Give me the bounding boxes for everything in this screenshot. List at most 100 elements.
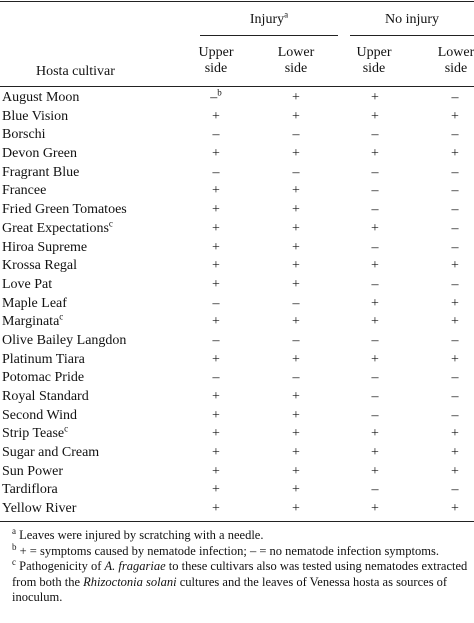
- injury-lower-cell: +: [292, 183, 300, 199]
- table-row: Fragrant Blue – – – –: [0, 164, 474, 183]
- injury-lower-cell: +: [292, 258, 300, 274]
- injury-upper-cell: +: [212, 258, 220, 274]
- cultivar-name: Sun Power: [2, 463, 64, 479]
- cultivar-name: Krossa Regal: [2, 258, 78, 274]
- injury-group-header: Injurya: [249, 9, 289, 27]
- injury-lower-cell: +: [292, 108, 300, 124]
- no-injury-lower-cell: –: [451, 389, 459, 404]
- injury-upper-cell: +: [212, 220, 220, 236]
- cultivar-name: Fried Green Tomatoes: [2, 202, 127, 218]
- injury-upper-cell: +: [212, 202, 220, 218]
- no-injury-upper-side-header: Upper side: [356, 45, 392, 76]
- table-row: Borschi – – – –: [0, 126, 474, 145]
- cultivar-name: Sugar and Cream: [2, 445, 100, 461]
- cultivar-name: Tardiflora: [2, 482, 58, 498]
- table-row: Hiroa Supreme + + – –: [0, 239, 474, 258]
- injury-lower-cell: +: [292, 389, 300, 404]
- no-injury-lower-cell: –: [451, 164, 459, 180]
- table-row: Francee + + – –: [0, 182, 474, 201]
- cultivar-name: Marginatac: [2, 311, 64, 330]
- cultivar-name: August Moon: [2, 90, 80, 105]
- no-injury-lower-cell: –: [451, 370, 459, 386]
- no-injury-lower-cell: +: [451, 258, 459, 274]
- injury-lower-cell: +: [292, 463, 300, 479]
- table-row: Yellow River + + + +: [0, 500, 474, 519]
- footnote-b: b + = symptoms caused by nematode infect…: [12, 541, 439, 558]
- injury-upper-cell: –b: [210, 87, 222, 105]
- no-injury-upper-cell: –: [371, 127, 379, 143]
- no-injury-upper-cell: +: [371, 295, 379, 311]
- injury-upper-cell: +: [212, 426, 220, 442]
- table-row: Olive Bailey Langdon – – – –: [0, 332, 474, 351]
- no-injury-upper-cell: –: [371, 164, 379, 180]
- no-injury-lower-cell: –: [451, 90, 459, 105]
- table-row: Strip Teasec + + + +: [0, 423, 474, 444]
- no-injury-lower-cell: +: [451, 501, 459, 517]
- cultivar-name: Maple Leaf: [2, 295, 67, 311]
- no-injury-upper-cell: –: [371, 482, 379, 498]
- injury-upper-cell: +: [212, 183, 220, 199]
- injury-upper-cell: +: [212, 463, 220, 479]
- cultivar-name: Platinum Tiara: [2, 351, 85, 367]
- injury-lower-cell: +: [292, 276, 300, 292]
- no-injury-lower-cell: +: [451, 314, 459, 330]
- table-row: Platinum Tiara + + + +: [0, 351, 474, 370]
- cultivar-name: Strip Teasec: [2, 423, 69, 442]
- no-injury-lower-cell: +: [451, 426, 459, 442]
- no-injury-upper-cell: +: [371, 108, 379, 124]
- no-injury-upper-cell: +: [371, 463, 379, 479]
- no-injury-upper-cell: +: [371, 314, 379, 330]
- injury-upper-cell: +: [212, 501, 220, 517]
- cultivar-name: Yellow River: [2, 501, 77, 517]
- injury-lower-cell: +: [292, 407, 300, 423]
- no-injury-lower-cell: +: [451, 108, 459, 124]
- cultivar-name: Great Expectationsc: [2, 218, 113, 236]
- no-injury-lower-cell: +: [451, 463, 459, 479]
- cultivar-name: Olive Bailey Langdon: [2, 332, 127, 348]
- injury-lower-cell: –: [292, 370, 300, 386]
- no-injury-group-rule: [350, 35, 474, 36]
- cultivar-column-header: Hosta cultivar: [36, 64, 115, 79]
- cultivar-name: Potomac Pride: [2, 370, 85, 386]
- injury-lower-cell: +: [292, 482, 300, 498]
- no-injury-lower-cell: –: [451, 220, 459, 236]
- no-injury-lower-cell: +: [451, 146, 459, 162]
- injury-upper-cell: +: [212, 389, 220, 404]
- no-injury-lower-cell: +: [451, 351, 459, 367]
- injury-upper-cell: –: [212, 164, 220, 180]
- no-injury-lower-cell: –: [451, 276, 459, 292]
- no-injury-upper-cell: –: [371, 202, 379, 218]
- no-injury-upper-cell: +: [371, 90, 379, 105]
- table-row: Marginatac + + + +: [0, 311, 474, 332]
- injury-lower-cell: –: [292, 295, 300, 311]
- table-row: Fried Green Tomatoes + + – –: [0, 201, 474, 220]
- table-row: Great Expectationsc + + + –: [0, 218, 474, 239]
- injury-upper-cell: +: [212, 239, 220, 255]
- injury-upper-cell: –: [212, 127, 220, 143]
- cultivar-name: Hiroa Supreme: [2, 239, 88, 255]
- no-injury-upper-cell: +: [371, 426, 379, 442]
- injury-upper-cell: +: [212, 351, 220, 367]
- no-injury-upper-cell: +: [371, 258, 379, 274]
- table-body: August Moon –b + + – Blue Vision + + + + Borschi – –…: [0, 87, 474, 519]
- no-injury-upper-cell: +: [371, 351, 379, 367]
- no-injury-lower-cell: –: [451, 127, 459, 143]
- no-injury-upper-cell: –: [371, 239, 379, 255]
- injury-upper-cell: +: [212, 314, 220, 330]
- table-bottom-rule: [0, 521, 474, 522]
- no-injury-upper-cell: –: [371, 370, 379, 386]
- table-row: Love Pat + + – –: [0, 276, 474, 295]
- cultivar-name: Blue Vision: [2, 108, 69, 124]
- injury-lower-cell: –: [292, 332, 300, 348]
- injury-upper-cell: +: [212, 146, 220, 162]
- cultivar-name: Fragrant Blue: [2, 164, 80, 180]
- injury-lower-cell: –: [292, 127, 300, 143]
- injury-upper-cell: +: [212, 108, 220, 124]
- injury-upper-side-header: Upper side: [198, 45, 234, 76]
- cultivar-name: Francee: [2, 183, 47, 199]
- no-injury-upper-cell: +: [371, 220, 379, 236]
- injury-upper-cell: –: [212, 332, 220, 348]
- no-injury-lower-cell: +: [451, 445, 459, 461]
- injury-lower-cell: +: [292, 445, 300, 461]
- no-injury-lower-cell: –: [451, 183, 459, 199]
